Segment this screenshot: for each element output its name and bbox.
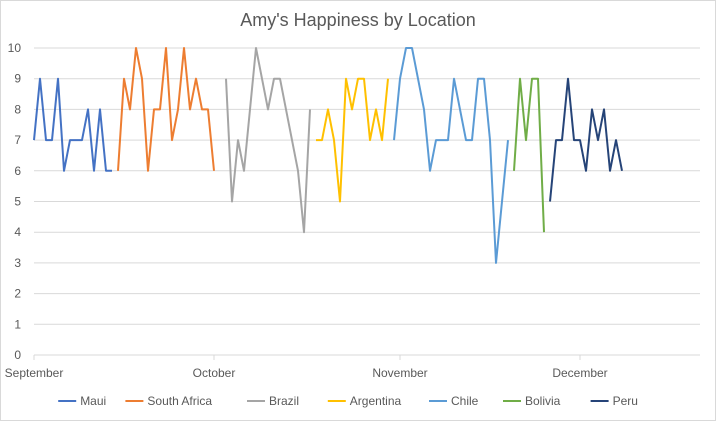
y-tick-label: 2	[14, 287, 21, 301]
gridlines	[34, 47, 700, 325]
y-tick-label: 3	[14, 256, 21, 270]
y-axis: 0 1 2 3 4 5 6 7 8 9 10	[8, 41, 22, 362]
legend-label: Chile	[451, 394, 479, 408]
legend-label: Maui	[80, 394, 106, 408]
legend-label: Brazil	[269, 394, 299, 408]
legend: Maui South Africa Brazil Argentina Chile Boli…	[58, 394, 638, 408]
legend-label: Bolivia	[525, 394, 561, 408]
y-tick-label: 8	[14, 102, 21, 116]
y-tick-label: 7	[14, 133, 21, 147]
x-axis: September October November December	[5, 354, 700, 380]
series-line-bolivia	[513, 77, 545, 233]
y-tick-label: 4	[14, 225, 21, 239]
y-tick-label: 6	[14, 164, 21, 178]
chart-title: Amy's Happiness by Location	[240, 10, 476, 30]
series-line-chile	[393, 47, 509, 264]
legend-item-bolivia: Bolivia	[503, 394, 561, 408]
x-tick-label: December	[552, 366, 607, 380]
x-tick-label: October	[193, 366, 236, 380]
legend-item-south-africa: South Africa	[125, 394, 212, 408]
legend-item-maui: Maui	[58, 394, 106, 408]
legend-item-chile: Chile	[429, 394, 479, 408]
series-line-brazil	[225, 47, 311, 234]
series-line-argentina	[316, 77, 389, 203]
legend-item-brazil: Brazil	[247, 394, 299, 408]
series-line-peru	[549, 77, 623, 202]
y-tick-label: 10	[8, 41, 22, 55]
legend-label: South Africa	[147, 394, 212, 408]
series-line-maui	[33, 77, 112, 172]
legend-label: Peru	[613, 394, 638, 408]
y-tick-label: 9	[14, 72, 21, 86]
y-tick-label: 0	[14, 348, 21, 362]
y-tick-label: 5	[14, 195, 21, 209]
legend-label: Argentina	[350, 394, 402, 408]
y-tick-label: 1	[14, 317, 21, 331]
series-lines	[33, 47, 623, 264]
legend-item-argentina: Argentina	[327, 394, 402, 408]
series-line-south-africa	[117, 47, 215, 172]
x-tick-label: November	[372, 366, 427, 380]
x-tick-label: September	[5, 366, 64, 380]
legend-item-peru: Peru	[590, 394, 638, 408]
